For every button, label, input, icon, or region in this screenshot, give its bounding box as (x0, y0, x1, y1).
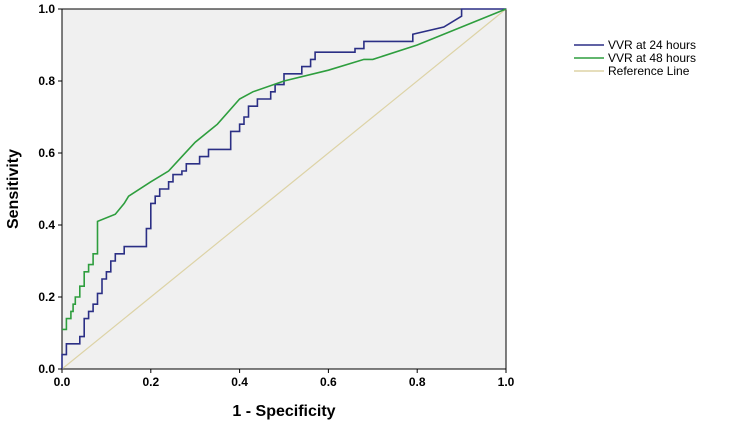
y-tick-label: 0.2 (38, 290, 55, 304)
axes-layer: 0.0 0.2 0.4 0.6 0.8 1.0 0.0 0.2 0.4 0.6 0.8 1.0 (38, 2, 514, 389)
series-layer (61, 8, 507, 370)
legend-label-vvr-at-24-hours: VVR at 24 hours (608, 38, 696, 52)
series-line-vvr-at-48-hours (62, 8, 507, 331)
x-tick-label: 0.4 (231, 375, 248, 389)
series-line-vvr-at-24-hours (61, 8, 506, 369)
x-tick-label: 0.0 (54, 375, 71, 389)
x-tick-label: 0.6 (320, 375, 337, 389)
y-tick-label: 0.6 (38, 146, 55, 160)
y-tick-label: 0.0 (38, 362, 55, 376)
y-tick-label: 1.0 (38, 2, 55, 16)
legend-label-reference-line: Reference Line (608, 64, 690, 78)
y-tick-label: 0.4 (38, 218, 55, 232)
legend-label-vvr-at-48-hours: VVR at 48 hours (608, 51, 696, 65)
y-axis-title: Sensitivity (5, 149, 22, 229)
y-tick-label: 0.8 (38, 74, 55, 88)
x-tick-label: 0.8 (409, 375, 426, 389)
series-line-reference-line (61, 8, 507, 370)
x-tick-label: 1.0 (498, 375, 515, 389)
x-axis-title: 1 - Specificity (232, 403, 335, 420)
x-tick-label: 0.2 (142, 375, 159, 389)
